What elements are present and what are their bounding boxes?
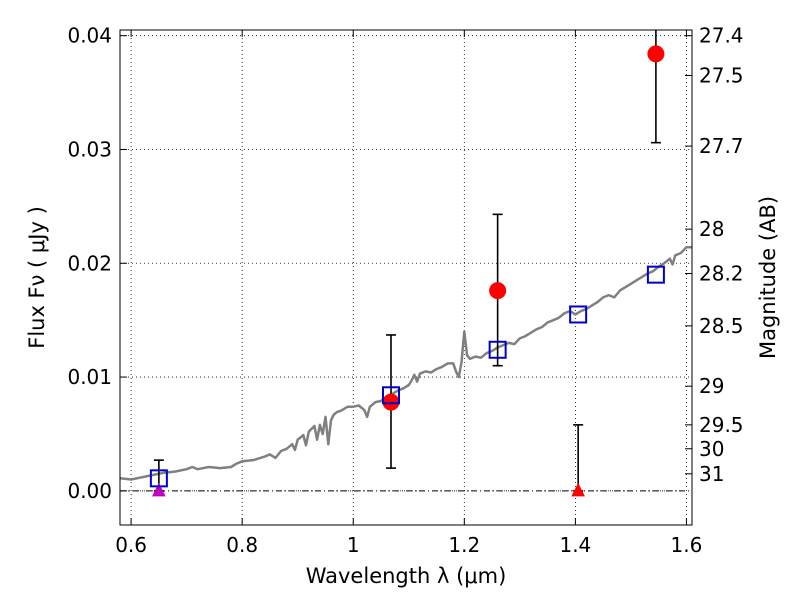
right-tick-label: 27.7 <box>699 134 744 158</box>
grid <box>120 30 692 525</box>
x-tick-label: 1.6 <box>671 533 703 557</box>
plot-frame <box>119 29 693 526</box>
observed-point <box>382 393 400 411</box>
right-tick-label: 28 <box>699 217 724 241</box>
y-tick-label: 0.00 <box>67 479 112 503</box>
right-y-axis-label: Magnitude (AB) <box>756 196 780 359</box>
ticks: 0.6 0.8 1 1.2 1.4 1.6 0.00 0.01 0.02 0.03 0.04 27.4… <box>67 24 743 557</box>
right-tick-label: 31 <box>699 462 724 486</box>
y-tick-label: 0.01 <box>67 365 112 389</box>
y-axis-label: Flux Fν ( μJy ) <box>25 206 49 349</box>
y-tick-label: 0.02 <box>67 251 112 275</box>
model-band-square <box>646 265 665 284</box>
right-tick-label: 29 <box>699 374 724 398</box>
x-tick-label: 1.4 <box>559 533 591 557</box>
y-tick-label: 0.04 <box>67 24 112 48</box>
x-tick-label: 1.2 <box>448 533 480 557</box>
upper-limit-marker <box>571 482 585 497</box>
x-tick-label: 0.6 <box>115 533 147 557</box>
observed-point <box>489 282 507 300</box>
right-tick-label: 27.4 <box>699 24 744 48</box>
y-tick-label: 0.03 <box>67 137 112 161</box>
right-tick-label: 29.5 <box>699 413 744 437</box>
right-tick-label: 30 <box>699 437 724 461</box>
x-axis-label: Wavelength λ (μm) <box>306 564 507 588</box>
right-tick-label: 28.5 <box>699 314 744 338</box>
model-band-square <box>149 469 168 488</box>
upper-limit-marker <box>152 482 166 497</box>
model-spectrum-line <box>119 246 692 481</box>
model-band-square <box>569 305 588 324</box>
x-tick-label: 1 <box>347 533 360 557</box>
model-band-square <box>488 340 507 359</box>
x-tick-label: 0.8 <box>226 533 258 557</box>
model-spectrum-layer <box>119 246 692 481</box>
model-band-square <box>382 386 401 405</box>
right-tick-label: 28.2 <box>699 262 744 286</box>
observed-point <box>647 45 665 63</box>
right-tick-label: 27.5 <box>699 64 744 88</box>
markers <box>149 45 665 497</box>
